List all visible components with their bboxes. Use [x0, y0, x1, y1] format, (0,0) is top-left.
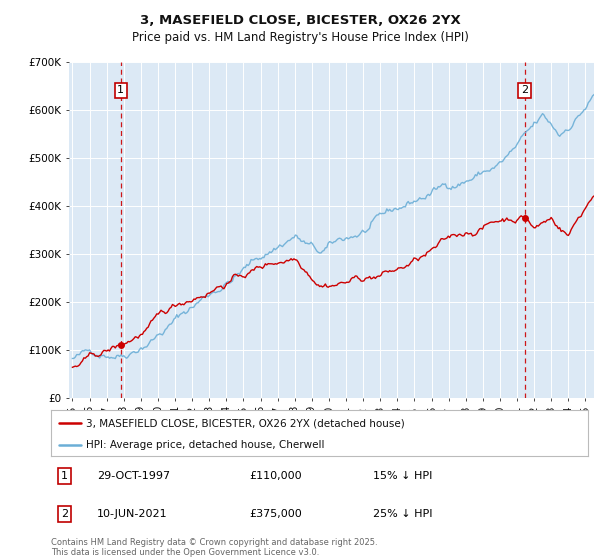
Text: 2: 2	[61, 508, 68, 519]
Text: 25% ↓ HPI: 25% ↓ HPI	[373, 508, 433, 519]
Text: 10-JUN-2021: 10-JUN-2021	[97, 508, 167, 519]
Text: Price paid vs. HM Land Registry's House Price Index (HPI): Price paid vs. HM Land Registry's House …	[131, 31, 469, 44]
Text: 3, MASEFIELD CLOSE, BICESTER, OX26 2YX: 3, MASEFIELD CLOSE, BICESTER, OX26 2YX	[140, 14, 460, 27]
Text: £375,000: £375,000	[250, 508, 302, 519]
Text: Contains HM Land Registry data © Crown copyright and database right 2025.
This d: Contains HM Land Registry data © Crown c…	[51, 538, 377, 557]
Text: 1: 1	[61, 471, 68, 481]
Text: 1: 1	[118, 86, 124, 95]
Text: HPI: Average price, detached house, Cherwell: HPI: Average price, detached house, Cher…	[86, 440, 325, 450]
Text: 15% ↓ HPI: 15% ↓ HPI	[373, 471, 433, 481]
Text: 3, MASEFIELD CLOSE, BICESTER, OX26 2YX (detached house): 3, MASEFIELD CLOSE, BICESTER, OX26 2YX (…	[86, 418, 404, 428]
Text: 2: 2	[521, 86, 528, 95]
Text: 29-OCT-1997: 29-OCT-1997	[97, 471, 170, 481]
Text: £110,000: £110,000	[250, 471, 302, 481]
